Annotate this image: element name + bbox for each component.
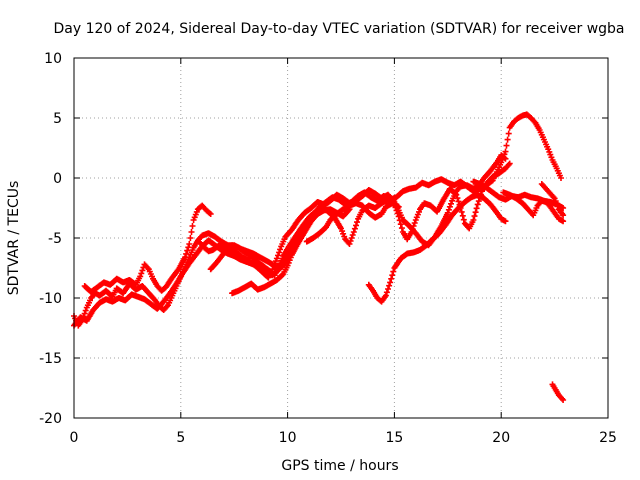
data-marks <box>538 181 567 219</box>
y-tick-label: 10 <box>44 51 62 67</box>
series-arc-5 <box>207 199 327 281</box>
data-series <box>71 111 567 403</box>
x-tick-label: 25 <box>599 430 617 446</box>
data-marks <box>303 200 402 245</box>
x-tick-label: 20 <box>492 430 510 446</box>
y-tick-label: 0 <box>53 171 62 187</box>
series-arc-12 <box>549 381 567 403</box>
data-marks <box>81 202 214 295</box>
y-axis-label: SDTVAR / TECUs <box>6 181 22 296</box>
chart-title: Day 120 of 2024, Sidereal Day-to-day VTE… <box>53 21 624 37</box>
series-arc-1 <box>71 111 564 329</box>
y-tick-label: -20 <box>39 411 62 427</box>
data-marks <box>71 111 564 329</box>
series-arc-11 <box>538 181 567 219</box>
x-tick-label: 5 <box>176 430 185 446</box>
y-tick-label: -10 <box>39 291 62 307</box>
y-tick-label: 5 <box>53 111 62 127</box>
x-axis-label: GPS time / hours <box>281 458 398 474</box>
data-marks <box>500 189 567 225</box>
axis-ticks: 0 5 10 15 20 25 -20 -15 -10 -5 0 5 10 <box>39 51 617 446</box>
series-arc-7 <box>303 200 402 245</box>
data-marks <box>549 381 567 403</box>
data-marks <box>365 191 509 305</box>
grid-lines <box>74 58 608 418</box>
x-tick-label: 15 <box>385 430 403 446</box>
series-arc-10 <box>500 189 567 225</box>
y-tick-label: -15 <box>39 351 62 367</box>
y-tick-label: -5 <box>48 231 62 247</box>
series-arc-8 <box>365 191 509 305</box>
x-tick-label: 0 <box>70 430 79 446</box>
data-marks <box>207 199 327 281</box>
series-arc-3 <box>81 202 214 295</box>
x-tick-label: 10 <box>279 430 297 446</box>
